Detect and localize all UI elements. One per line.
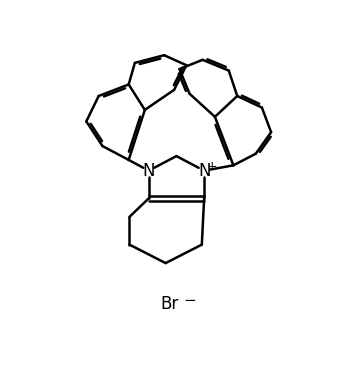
Text: Br: Br bbox=[160, 295, 179, 313]
Text: +: + bbox=[207, 160, 217, 173]
Text: −: − bbox=[183, 293, 196, 308]
Text: N: N bbox=[198, 162, 211, 180]
Text: N: N bbox=[142, 162, 155, 180]
